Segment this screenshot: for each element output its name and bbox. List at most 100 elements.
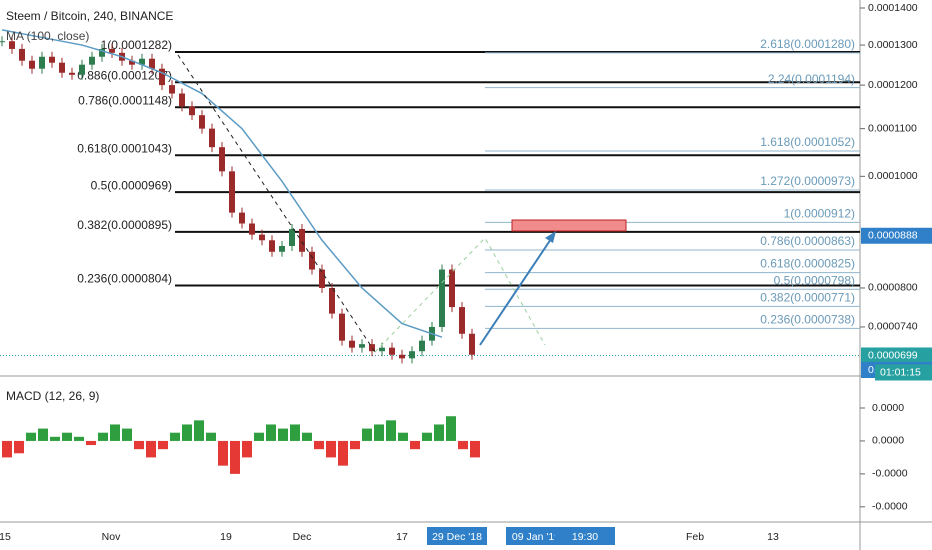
x-tick-label: 15 — [0, 531, 11, 543]
candle-body — [439, 269, 445, 327]
macd-bar — [38, 428, 48, 441]
x-tick-label: Nov — [102, 531, 121, 543]
candle-body — [419, 340, 425, 352]
macd-bar — [326, 440, 336, 458]
symbol-title: Steem / Bitcoin, 240, BINANCE — [6, 9, 173, 23]
candle-body — [29, 60, 35, 69]
price-tag — [861, 347, 932, 364]
candle-body — [399, 354, 405, 359]
macd-bar — [302, 432, 312, 441]
y-tick-label: 0.0001400 — [868, 2, 918, 14]
candle-body — [299, 229, 305, 252]
candle-body — [259, 234, 265, 241]
macd-bar — [278, 428, 288, 441]
macd-bar — [338, 440, 348, 466]
time-tag — [427, 527, 487, 545]
moving-average — [1, 29, 443, 338]
macd-bar — [230, 440, 240, 474]
y-tick-label: 0.0001200 — [868, 79, 918, 91]
candle-body — [459, 307, 465, 334]
ma-legend: MA (100, close) — [6, 29, 89, 43]
fib-ext-label: 0.236(0.0000738) — [760, 312, 855, 326]
x-tick-label: 19:30 — [572, 531, 598, 543]
y-tick-label: 0.0001100 — [868, 122, 917, 134]
candle-body — [229, 171, 235, 213]
fib-label: 0.382(0.0000895) — [77, 218, 172, 232]
candle-body — [39, 56, 45, 69]
candle-body — [349, 340, 355, 348]
macd-bar — [170, 432, 180, 441]
fib-ext-label: 1(0.0000912) — [784, 207, 855, 221]
candle-body — [409, 351, 415, 359]
x-tick-label: 17 — [396, 531, 408, 543]
time-tag — [506, 527, 566, 545]
fib-ext-label: 1.618(0.0001052) — [760, 135, 855, 149]
candle-body — [49, 56, 55, 63]
x-tick-label: 29 Dec '18 — [432, 531, 482, 543]
fib-label: 0.886(0.0001207) — [77, 68, 172, 82]
candle-body — [289, 229, 295, 246]
fib-label: 0.618(0.0001043) — [77, 141, 172, 155]
macd-bar — [398, 432, 408, 441]
fib-label: 1(0.0001282) — [101, 38, 172, 52]
candle-body — [359, 344, 365, 348]
macd-bar — [74, 436, 84, 441]
macd-bar — [218, 440, 228, 466]
candle-body — [179, 93, 185, 107]
arrow-head — [545, 231, 556, 243]
x-tick-label: 13 — [767, 531, 779, 543]
macd-bar — [98, 432, 108, 441]
fib-label: 0.5(0.0000969) — [91, 178, 172, 192]
time-tag — [555, 527, 615, 545]
price-tag-label: 0.0000888 — [868, 230, 918, 242]
macd-bar — [290, 424, 300, 441]
macd-bar — [26, 432, 36, 441]
candle-body — [9, 41, 15, 49]
candle-body — [139, 58, 145, 65]
projection-dashed — [374, 237, 546, 353]
candle-body — [149, 58, 155, 69]
macd-bar — [182, 424, 192, 441]
x-tick-label: 09 Jan '19 — [512, 531, 560, 543]
fib-ext-label: 1.272(0.0000973) — [760, 174, 855, 188]
macd-bar — [410, 440, 420, 450]
candle-body — [59, 62, 65, 73]
y-tick-label: 0.0000740 — [868, 321, 918, 333]
candle-body — [319, 269, 325, 288]
candle-body — [279, 245, 285, 252]
macd-bar — [158, 440, 168, 450]
fib-ext-label: 0.382(0.0000771) — [760, 291, 855, 305]
countdown: 01:01:15 — [880, 366, 921, 378]
candle-body — [339, 313, 345, 341]
candle-body — [379, 347, 385, 352]
candle-body — [159, 68, 165, 86]
fib-ext-label: 2.618(0.0001280) — [760, 37, 855, 51]
macd-bar — [374, 424, 384, 441]
macd-bar — [110, 424, 120, 441]
candle-body — [79, 64, 85, 75]
candle-body — [239, 212, 245, 224]
macd-bar — [122, 428, 132, 441]
macd-bar — [458, 440, 468, 450]
macd-bar — [254, 432, 264, 441]
macd-tick-label: -0.0000 — [872, 501, 908, 513]
macd-bar — [50, 436, 60, 441]
y-tick-label: 0.0001300 — [868, 39, 918, 51]
macd-bar — [470, 440, 480, 458]
y-tick-label: 0.0000800 — [868, 282, 918, 294]
x-tick-label: Feb — [686, 531, 704, 543]
candle-body — [89, 56, 95, 65]
candle-body — [169, 85, 175, 94]
macd-bar — [14, 440, 24, 454]
macd-tick-label: 0.0000 — [872, 435, 904, 447]
macd-bar — [146, 440, 156, 458]
fib-ext-label: 0.5(0.0000798) — [774, 273, 855, 287]
candle-body — [69, 72, 75, 75]
macd-bar — [86, 440, 96, 446]
candle-body — [19, 48, 25, 61]
candle-body — [99, 48, 105, 57]
main-pane: 1(0.0001282) 0.886(0.0001207) 0.786(0.0001… — [0, 29, 860, 364]
macd-bar — [62, 432, 72, 441]
